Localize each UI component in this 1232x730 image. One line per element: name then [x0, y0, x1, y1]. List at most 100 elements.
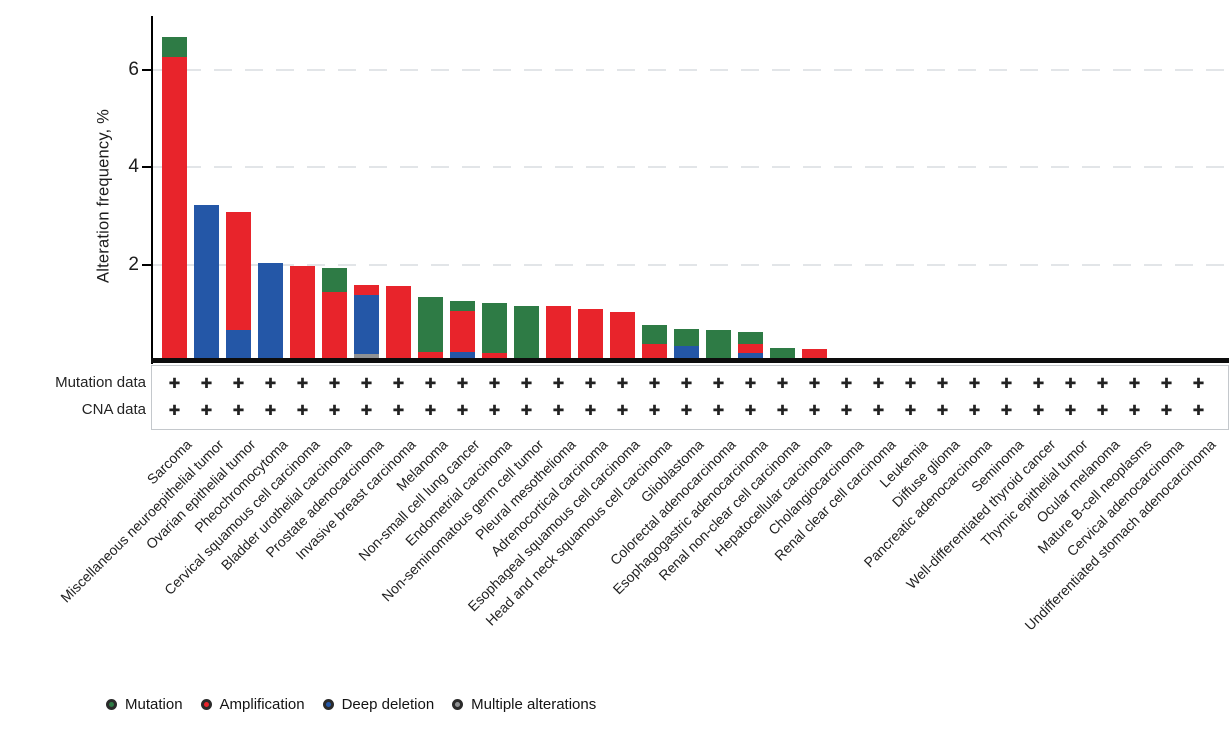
track-row-label-cna-data: CNA data [81, 400, 146, 418]
plus-icon: ✚ [392, 401, 405, 418]
bar-segment [674, 345, 699, 362]
plus-icon: ✚ [584, 401, 597, 418]
bar-segment [578, 308, 603, 362]
gridline [152, 68, 1230, 71]
amplification-legend-dot-icon [200, 699, 212, 710]
plus-icon: ✚ [872, 401, 885, 418]
plus-icon: ✚ [296, 401, 309, 418]
bar-segment [450, 311, 475, 353]
plus-icon: ✚ [392, 375, 405, 391]
bar-segment [418, 296, 443, 352]
plus-icon: ✚ [264, 401, 277, 418]
plus-icon: ✚ [744, 401, 757, 418]
bar-segment [610, 311, 635, 362]
plus-icon: ✚ [1128, 401, 1141, 418]
plus-icon: ✚ [232, 375, 245, 391]
bar-segment [354, 295, 379, 354]
plus-icon: ✚ [232, 401, 245, 418]
plus-icon: ✚ [968, 401, 981, 418]
plus-icon: ✚ [1096, 375, 1109, 391]
bar-segment [258, 262, 283, 362]
plus-icon: ✚ [1096, 401, 1109, 418]
mutation-legend-dot-icon [106, 699, 117, 710]
plus-icon: ✚ [1032, 401, 1045, 418]
bar-segment [354, 285, 379, 296]
bar-segment [418, 351, 443, 362]
legend-label: Deep deletion [341, 696, 435, 713]
y-tick-label: 4 [128, 156, 139, 178]
plus-icon: ✚ [648, 401, 661, 418]
plus-icon: ✚ [520, 375, 533, 391]
plus-icon: ✚ [872, 375, 885, 391]
bar-segment [546, 306, 571, 362]
legend-label: Mutation [125, 696, 183, 713]
plus-icon: ✚ [200, 375, 213, 391]
legend-item: Amplification [200, 696, 305, 713]
y-axis-line [150, 16, 153, 364]
bar-segment [226, 211, 251, 330]
plus-icon: ✚ [904, 375, 917, 391]
plus-icon: ✚ [808, 401, 821, 418]
plus-icon: ✚ [680, 401, 693, 418]
plus-icon: ✚ [1032, 375, 1045, 391]
legend-item: Multiple alterations [452, 696, 596, 713]
bar-segment [226, 329, 251, 362]
deep_deletion-legend-dot-icon [322, 699, 334, 710]
legend-item: Mutation [106, 696, 183, 713]
plus-icon: ✚ [616, 375, 629, 391]
plus-icon: ✚ [360, 375, 373, 391]
plus-icon: ✚ [1192, 401, 1205, 418]
bar-segment [386, 285, 411, 360]
plus-icon: ✚ [680, 375, 693, 391]
bar-segment [706, 330, 731, 362]
bar-segment [674, 329, 699, 346]
plus-icon: ✚ [1000, 375, 1013, 391]
plus-icon: ✚ [584, 375, 597, 391]
track-row-label-mutation-data: Mutation data [55, 374, 146, 391]
plus-icon: ✚ [776, 375, 789, 391]
plus-icon: ✚ [360, 401, 373, 418]
bar-segment [322, 267, 347, 292]
legend-item: Deep deletion [322, 696, 435, 713]
bar-segment [290, 265, 315, 362]
bar-segment [738, 353, 763, 362]
plus-icon: ✚ [456, 375, 469, 391]
plus-icon: ✚ [1192, 375, 1205, 391]
plus-icon: ✚ [264, 375, 277, 391]
plus-icon: ✚ [712, 375, 725, 391]
bar-segment [738, 343, 763, 354]
bar-segment [642, 343, 667, 362]
multiple_alterations-legend-dot-icon [452, 699, 464, 710]
gridline [152, 166, 1230, 169]
plus-icon: ✚ [936, 401, 949, 418]
plus-icon: ✚ [808, 375, 821, 391]
plus-icon: ✚ [488, 375, 501, 391]
bar-segment [482, 303, 507, 354]
plus-icon: ✚ [776, 401, 789, 418]
x-axis-baseline [151, 358, 1229, 363]
plus-icon: ✚ [296, 375, 309, 391]
plus-icon: ✚ [840, 375, 853, 391]
plus-icon: ✚ [1064, 375, 1077, 391]
gridline [152, 263, 1230, 266]
bar-segment [354, 353, 379, 362]
bar-segment [514, 305, 539, 362]
plus-icon: ✚ [552, 375, 565, 391]
y-tick-mark [142, 68, 151, 71]
bar-segment [322, 291, 347, 362]
plus-icon: ✚ [424, 401, 437, 418]
y-tick-mark [142, 263, 151, 266]
bar-segment [738, 331, 763, 344]
data-availability-track-box [151, 364, 1229, 430]
plus-icon: ✚ [1128, 375, 1141, 391]
y-tick-label: 6 [128, 58, 139, 80]
plus-icon: ✚ [1160, 401, 1173, 418]
plus-icon: ✚ [328, 375, 341, 391]
legend-label: Amplification [219, 696, 305, 713]
plus-icon: ✚ [552, 401, 565, 418]
plus-icon: ✚ [328, 401, 341, 418]
plus-icon: ✚ [1000, 401, 1013, 418]
plus-icon: ✚ [168, 401, 181, 418]
plus-icon: ✚ [616, 401, 629, 418]
